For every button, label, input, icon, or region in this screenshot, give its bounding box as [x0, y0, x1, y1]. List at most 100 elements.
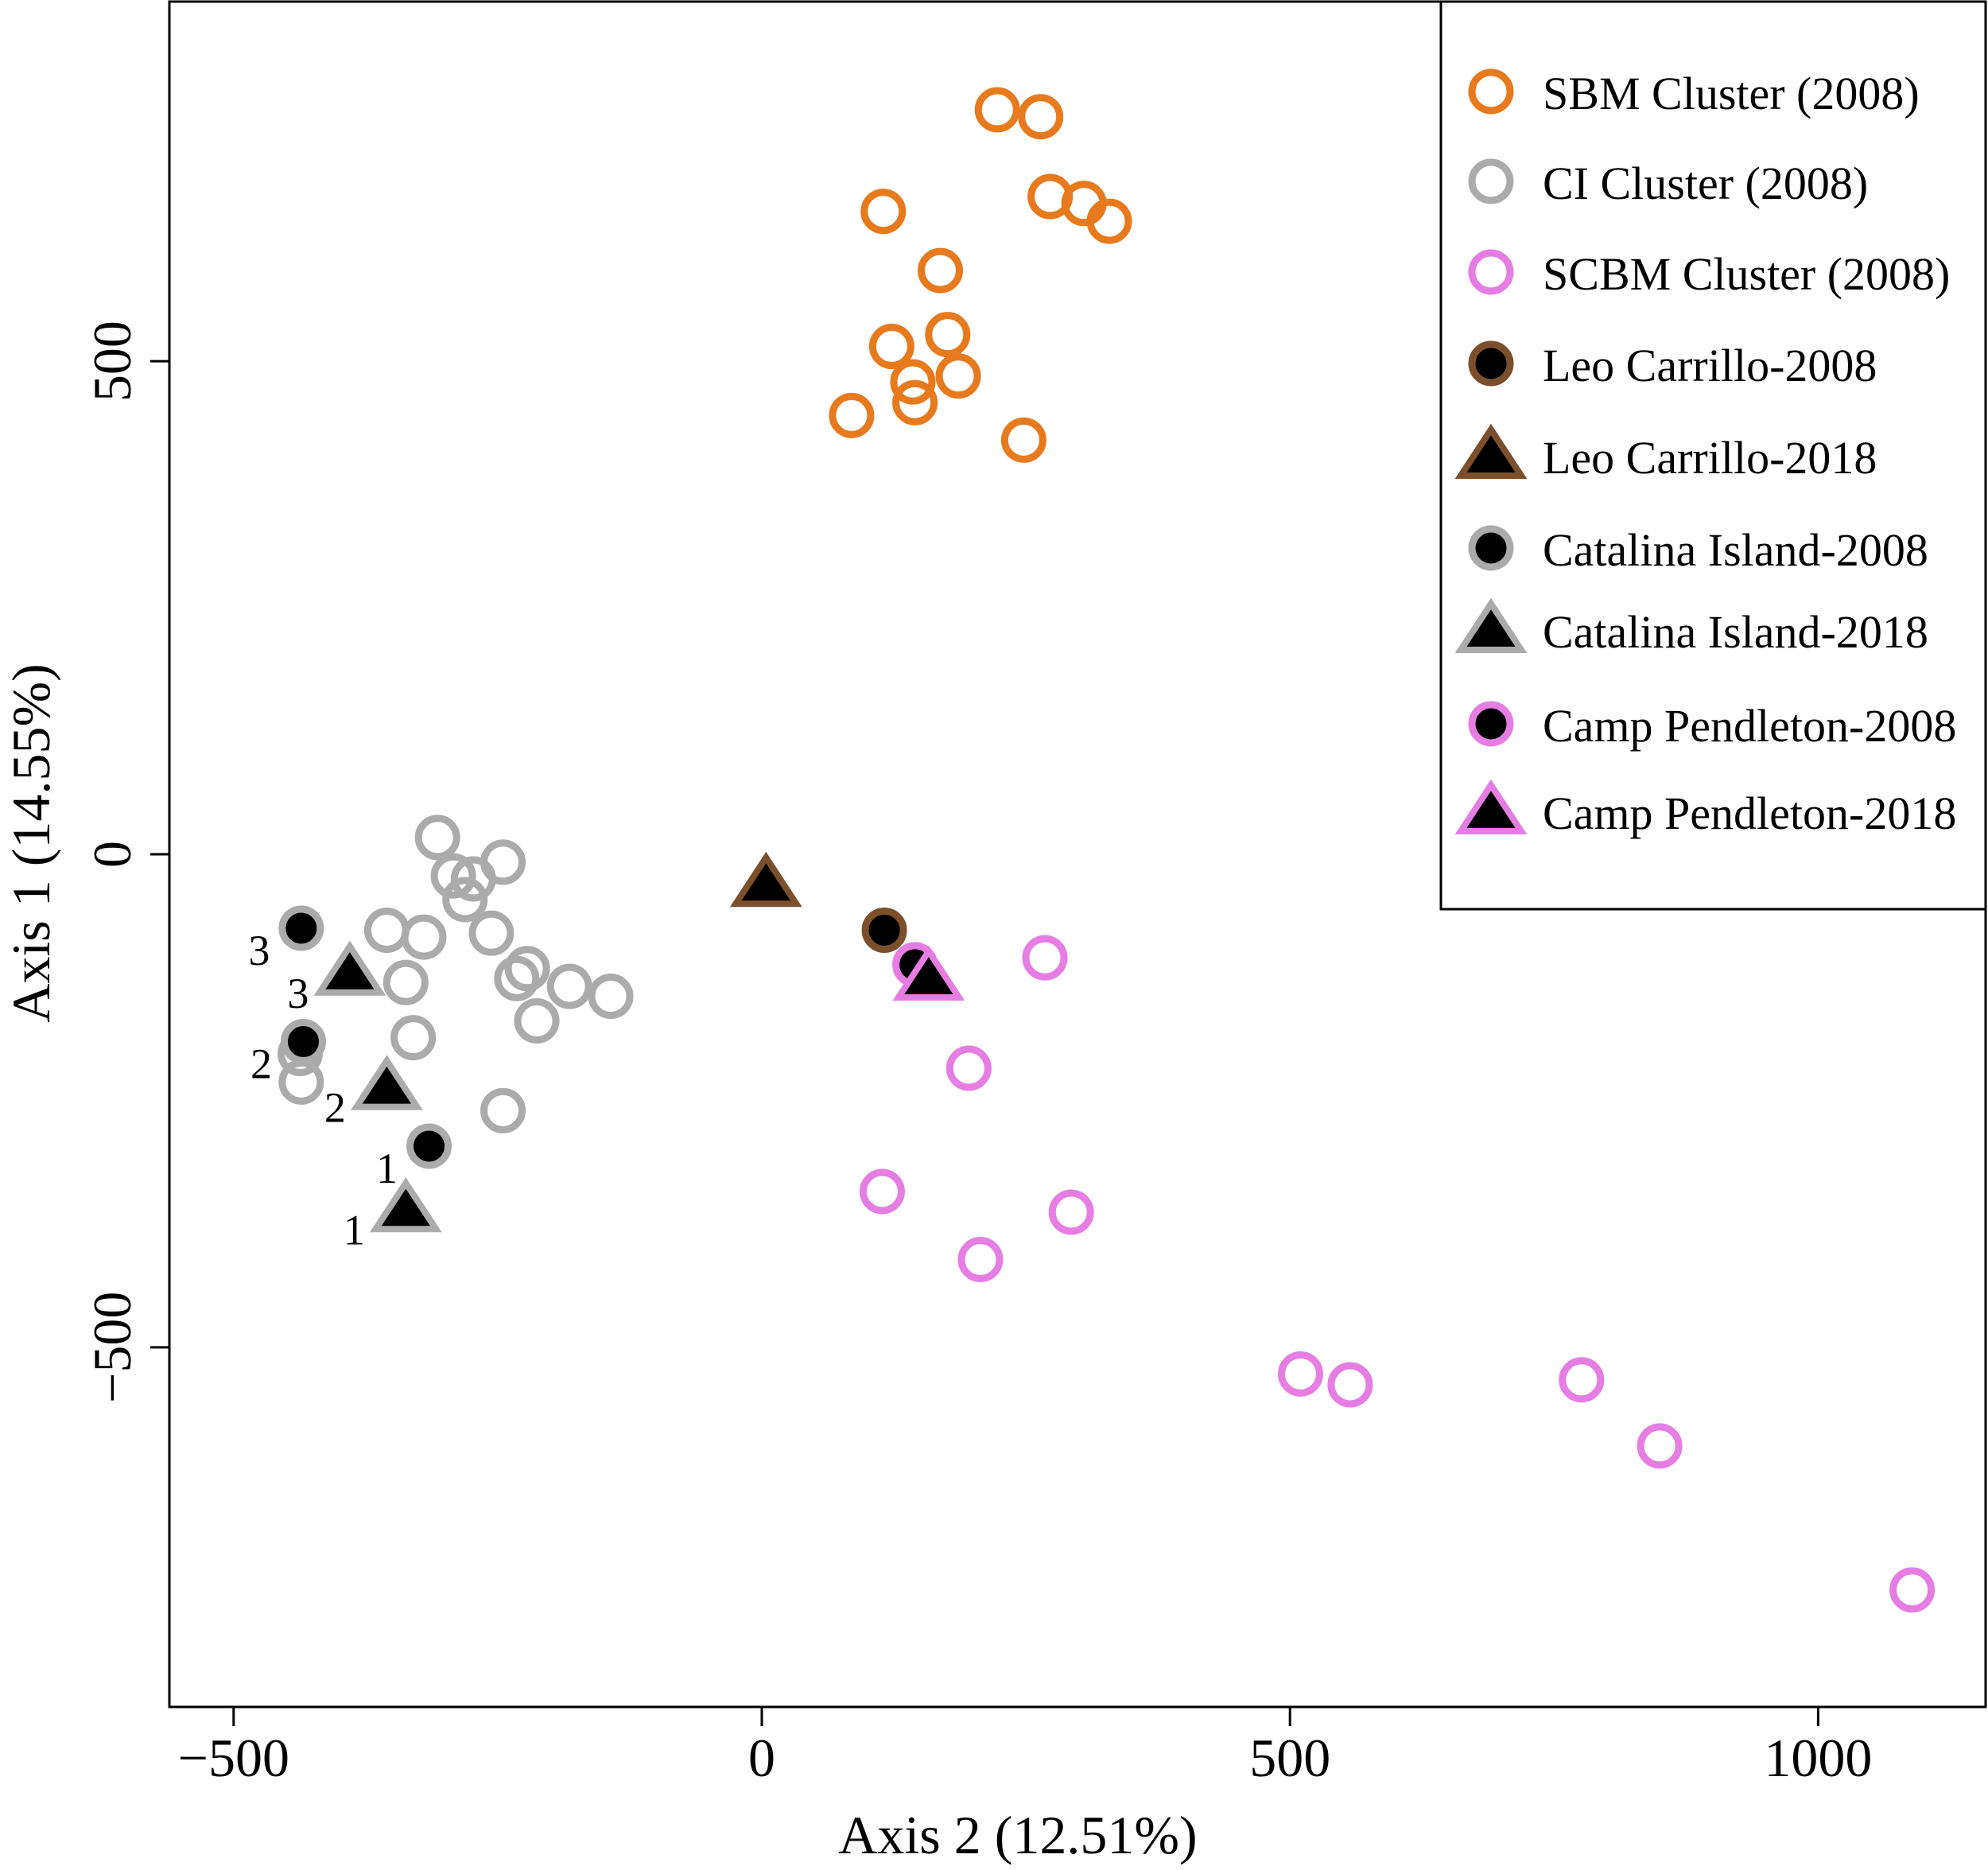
legend-marker — [1468, 158, 1514, 204]
legend-entry-catalina-island-2018: Catalina Island-2018 — [1454, 597, 1928, 658]
data-point — [401, 914, 447, 960]
legend-entry-scbm-cluster-2008: SCBM Cluster (2008) — [1468, 248, 1950, 300]
y-axis: −500 0 500 — [82, 321, 169, 1403]
data-point — [945, 1045, 992, 1091]
point-label: 1 — [376, 1145, 398, 1192]
data-point — [280, 1019, 326, 1065]
x-axis: −500 0 500 1000 — [178, 1707, 1872, 1788]
data-point — [1637, 1423, 1683, 1469]
series-leo-carrillo-2008 — [861, 907, 907, 953]
legend-entry-sbm-cluster-2008: SBM Cluster (2008) — [1468, 68, 1920, 119]
data-point — [450, 856, 496, 902]
series-scbm-cluster-2008 — [859, 935, 1936, 1613]
series-sbm-cluster-2008 — [829, 87, 1132, 463]
legend-marker — [1468, 701, 1514, 747]
data-point — [1277, 1351, 1323, 1397]
series-catalina-island-2018 — [313, 940, 442, 1233]
data-point — [351, 1055, 423, 1110]
legend-entry-camp-pendleton-2008: Camp Pendleton-2008 — [1468, 700, 1956, 752]
data-point — [588, 974, 634, 1020]
point-label: 3 — [287, 970, 309, 1017]
series-catalina-island-2008 — [278, 905, 452, 1169]
data-point — [480, 1087, 526, 1133]
data-point — [1086, 198, 1132, 244]
data-point — [278, 905, 324, 951]
legend-marker — [1454, 597, 1528, 653]
data-point — [829, 392, 875, 438]
data-point — [430, 853, 476, 899]
data-point — [890, 359, 936, 405]
legend-entry-camp-pendleton-2018: Camp Pendleton-2018 — [1454, 779, 1956, 839]
data-point — [406, 1123, 452, 1169]
y-tick-label: 500 — [82, 321, 142, 402]
legend-label: Camp Pendleton-2008 — [1543, 700, 1956, 752]
data-point — [860, 189, 907, 235]
series-leo-carrillo-2018 — [729, 851, 802, 908]
legend-marker — [1468, 68, 1514, 115]
data-point — [1000, 417, 1046, 463]
legend-box — [1439, 0, 1987, 911]
x-tick-label: 0 — [748, 1728, 775, 1788]
legend-label: Camp Pendleton-2018 — [1543, 787, 1956, 839]
data-point — [494, 955, 540, 1001]
x-axis-title: Axis 2 (12.51%) — [838, 1805, 1197, 1865]
series-ci-cluster-2008 — [277, 814, 634, 1133]
data-point — [729, 851, 802, 908]
legend-marker — [1454, 779, 1528, 834]
data-point — [957, 1237, 1004, 1283]
legend-marker — [1454, 423, 1528, 479]
y-tick-label: −500 — [82, 1292, 142, 1403]
data-point — [313, 940, 386, 996]
data-point — [1889, 1567, 1936, 1613]
point-label: 2 — [324, 1084, 346, 1132]
data-point — [514, 998, 560, 1044]
points-layer — [277, 87, 1936, 1613]
data-point — [1559, 1357, 1605, 1403]
data-point — [861, 907, 907, 953]
legend-entry-catalina-island-2008: Catalina Island-2008 — [1468, 524, 1928, 576]
point-label: 3 — [248, 927, 270, 974]
legend-label: SBM Cluster (2008) — [1543, 68, 1920, 119]
x-tick-label: −500 — [178, 1728, 289, 1788]
data-point — [935, 353, 981, 399]
data-point — [442, 877, 488, 923]
x-tick-label: 1000 — [1764, 1728, 1872, 1788]
series-camp-pendleton-2018 — [892, 945, 965, 1001]
legend-entry-ci-cluster-2008: CI Cluster (2008) — [1468, 157, 1868, 209]
data-point — [1048, 1189, 1094, 1235]
point-label: 2 — [250, 1040, 272, 1088]
data-point — [892, 379, 938, 426]
x-tick-label: 500 — [1249, 1728, 1330, 1788]
data-point — [892, 945, 965, 1001]
data-point — [925, 312, 971, 358]
data-point — [868, 324, 914, 370]
legend-marker — [1468, 340, 1514, 387]
point-label: 1 — [344, 1206, 365, 1254]
data-point — [390, 1015, 437, 1061]
data-point — [1022, 935, 1068, 981]
data-point — [917, 247, 963, 294]
legend-entry-leo-carrillo-2018: Leo Carrillo-2018 — [1454, 423, 1877, 484]
legend-label: Leo Carrillo-2018 — [1543, 432, 1877, 484]
legend-marker — [1468, 525, 1514, 571]
legend: SBM Cluster (2008) CI Cluster (2008) SCBM … — [1439, 0, 1987, 911]
data-point — [504, 946, 550, 992]
data-point — [468, 910, 514, 956]
legend-label: CI Cluster (2008) — [1543, 157, 1868, 209]
legend-entry-leo-carrillo-2008: Leo Carrillo-2008 — [1468, 340, 1877, 391]
data-point — [1327, 1362, 1373, 1408]
y-axis-title: Axis 1 (14.55%) — [1, 663, 61, 1022]
data-point — [859, 1168, 905, 1215]
legend-entries: SBM Cluster (2008) CI Cluster (2008) SCBM … — [1454, 68, 1956, 839]
data-point — [1018, 94, 1064, 140]
legend-label: Leo Carrillo-2008 — [1543, 340, 1877, 391]
data-point — [369, 1176, 442, 1233]
legend-label: SCBM Cluster (2008) — [1543, 248, 1950, 300]
legend-label: Catalina Island-2008 — [1543, 524, 1928, 576]
legend-marker — [1468, 249, 1514, 295]
legend-label: Catalina Island-2018 — [1543, 606, 1928, 658]
data-point — [546, 963, 592, 1009]
data-point — [414, 814, 460, 861]
